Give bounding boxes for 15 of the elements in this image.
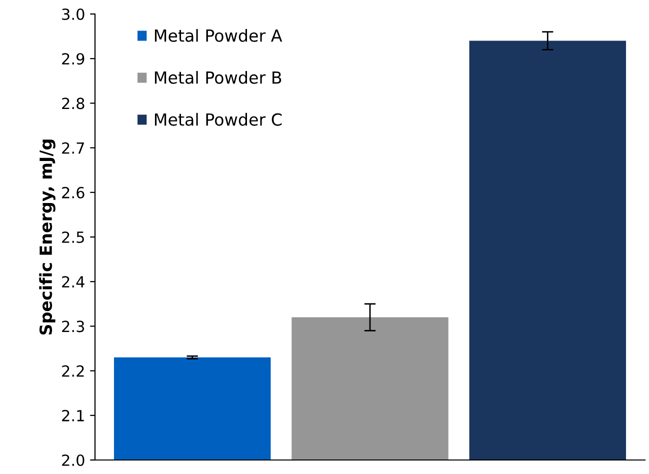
y-tick-label: 2.4 bbox=[62, 276, 84, 288]
y-tick-label: 2.1 bbox=[62, 410, 84, 422]
y-axis-title: Specific Energy, mJ/g bbox=[39, 140, 56, 335]
legend-label: Metal Powder A bbox=[154, 29, 282, 42]
y-tick-label: 3.0 bbox=[62, 8, 84, 20]
y-tick-label: 2.3 bbox=[62, 320, 84, 332]
y-tick-label: 2.8 bbox=[62, 98, 84, 110]
y-tick-label: 2.5 bbox=[62, 231, 84, 244]
y-tick-label: 2.7 bbox=[62, 142, 84, 154]
y-tick-label: 2.0 bbox=[62, 454, 84, 466]
legend-label: Metal Powder C bbox=[154, 112, 282, 126]
y-tick-label: 2.6 bbox=[62, 186, 84, 198]
legend-label: Metal Powder B bbox=[154, 70, 282, 84]
y-tick-label: 2.9 bbox=[62, 53, 84, 65]
y-tick-label: 2.2 bbox=[62, 365, 84, 377]
